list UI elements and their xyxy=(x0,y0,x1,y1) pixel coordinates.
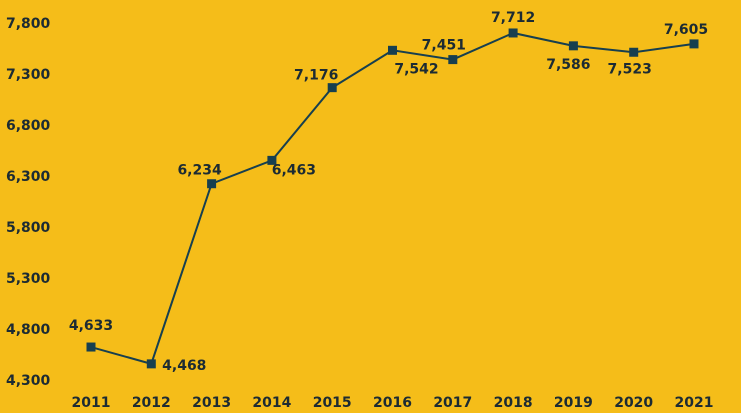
y-tick-label: 5,300 xyxy=(6,271,51,287)
marker xyxy=(689,39,699,49)
marker xyxy=(629,47,639,57)
x-tick-label: 2015 xyxy=(313,395,352,411)
x-tick-label: 2011 xyxy=(72,395,111,411)
y-tick-label: 4,800 xyxy=(6,322,51,338)
value-label: 4,468 xyxy=(162,358,206,374)
x-tick-label: 2016 xyxy=(373,395,412,411)
x-tick-label: 2012 xyxy=(132,395,171,411)
y-tick-label: 6,300 xyxy=(6,169,51,185)
y-tick-label: 7,800 xyxy=(6,16,51,32)
marker xyxy=(146,359,156,369)
value-label: 6,234 xyxy=(177,163,222,179)
value-label: 7,523 xyxy=(608,61,652,77)
x-tick-label: 2018 xyxy=(494,395,533,411)
y-tick-label: 7,300 xyxy=(6,67,51,83)
value-label: 7,712 xyxy=(491,10,535,26)
marker xyxy=(327,83,337,93)
marker xyxy=(267,155,277,165)
marker xyxy=(508,28,518,38)
marker xyxy=(86,342,96,352)
marker xyxy=(568,41,578,51)
y-tick-label: 6,800 xyxy=(6,118,51,134)
value-label: 6,463 xyxy=(272,162,316,178)
value-label: 7,451 xyxy=(422,38,466,54)
y-tick-label: 5,800 xyxy=(6,220,51,236)
marker xyxy=(207,179,217,189)
x-tick-label: 2013 xyxy=(192,395,231,411)
value-label: 7,605 xyxy=(664,22,708,38)
y-tick-label: 4,300 xyxy=(6,373,51,389)
value-label: 7,176 xyxy=(294,68,338,84)
value-label: 4,633 xyxy=(69,318,113,334)
value-label: 7,586 xyxy=(546,57,590,73)
x-tick-label: 2020 xyxy=(614,395,653,411)
marker xyxy=(448,55,458,65)
x-tick-label: 2019 xyxy=(554,395,593,411)
x-tick-label: 2014 xyxy=(252,395,291,411)
x-tick-label: 2017 xyxy=(433,395,472,411)
marker xyxy=(388,45,397,55)
value-label: 7,542 xyxy=(394,61,438,77)
x-tick-label: 2021 xyxy=(675,395,714,411)
